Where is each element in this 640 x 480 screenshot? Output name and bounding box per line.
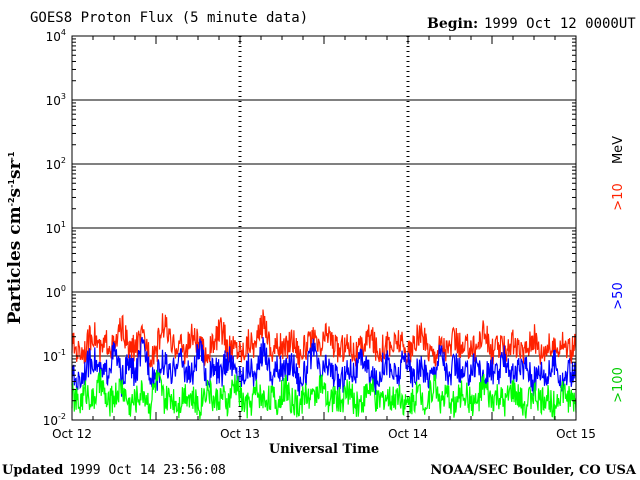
y-tick-label: 103	[46, 92, 66, 108]
y-tick-base: 10	[46, 30, 61, 44]
begin-label: Begin:	[427, 16, 478, 32]
y-tick-base: 10	[43, 414, 58, 428]
ch50-label: >50	[611, 282, 626, 309]
y-tick-exp: 3	[61, 92, 66, 101]
updated-label: Updated 1999 Oct 14 23:56:08	[2, 463, 226, 478]
updated-value: 1999 Oct 14 23:56:08	[69, 463, 226, 478]
y-tick-exp: 4	[61, 28, 66, 37]
x-tick-label: Oct 14	[388, 427, 428, 441]
begin-value: 1999 Oct 12 0000UT	[484, 16, 636, 32]
x-tick-label: Oct 12	[52, 427, 92, 441]
y-tick-exp: 1	[61, 220, 66, 229]
series-line-ch100	[71, 369, 577, 420]
y-tick-exp: -2	[58, 412, 66, 421]
y-tick-base: 10	[46, 94, 61, 108]
y-axis-label-text: Particles cm	[5, 206, 25, 324]
y-tick-exp: 0	[61, 284, 66, 293]
y-tick-label: 100	[46, 284, 66, 300]
y-axis-label-exp2: -1	[7, 179, 16, 188]
y-tick-base: 10	[46, 286, 61, 300]
ch10-label: >10	[611, 183, 626, 210]
y-tick-label: 102	[46, 156, 66, 172]
y-tick-label: 10-2	[43, 412, 66, 428]
y-tick-base: 10	[46, 222, 61, 236]
y-axis-label-sr: sr	[5, 159, 25, 179]
y-tick-base: 10	[46, 158, 61, 172]
y-axis-label-exp3: -1	[7, 151, 16, 160]
y-tick-label: 104	[46, 28, 66, 44]
chart-title: GOES8 Proton Flux (5 minute data)	[30, 10, 308, 26]
y-tick-exp: 2	[61, 156, 66, 165]
y-tick-exp: -1	[58, 348, 66, 357]
ch100-label: >100	[611, 367, 626, 403]
y-axis-label-exp1: -2	[7, 197, 16, 206]
y-tick-base: 10	[43, 350, 58, 364]
series-line-ch10	[71, 309, 577, 369]
y-tick-label: 10-1	[43, 348, 66, 364]
y-axis-label-s: s	[5, 188, 25, 198]
x-tick-label: Oct 13	[220, 427, 260, 441]
updated-label-word: Updated	[2, 463, 63, 478]
x-axis-label: Universal Time	[269, 442, 379, 457]
y-tick-label: 101	[46, 220, 66, 236]
y-axis-label: Particles cm-2s-1sr-1	[5, 151, 25, 324]
x-tick-label: Oct 15	[556, 427, 596, 441]
series-layer	[71, 309, 577, 420]
source-label: NOAA/SEC Boulder, CO USA	[430, 463, 637, 478]
mev-label: MeV	[611, 136, 626, 164]
